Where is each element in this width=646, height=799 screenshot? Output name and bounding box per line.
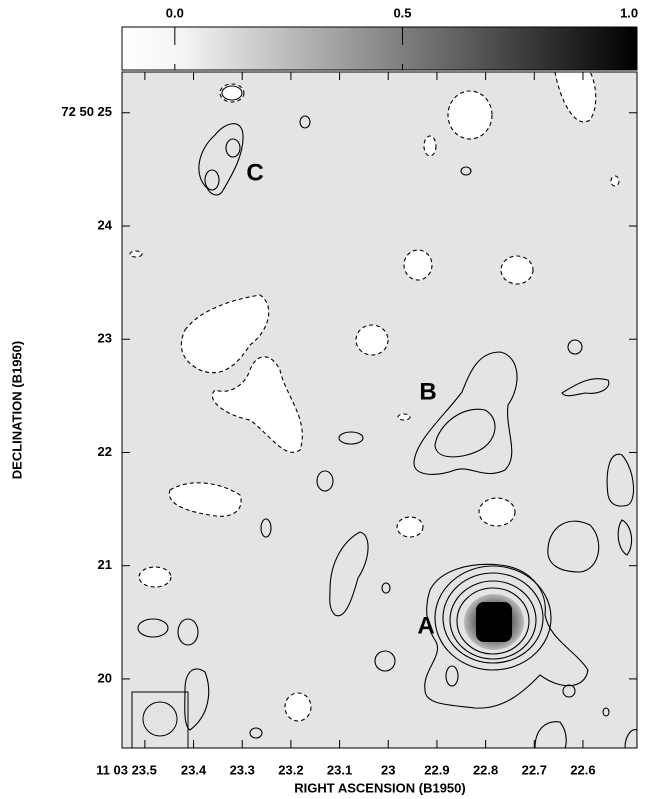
colorbar [122,27,637,70]
y-axis-label: DECLINATION (B1950) [9,341,24,479]
x-tick-label: 22.9 [424,762,449,777]
y-tick-label: 23 [98,331,112,346]
x-axis-label: RIGHT ASCENSION (B1950) [294,780,465,795]
x-tick-label: 23.2 [278,762,303,777]
annotation: C [246,159,263,186]
y-tick-label: 20 [98,670,112,685]
annotation: B [419,378,436,405]
y-tick-label: 21 [98,557,112,572]
x-tick-label: 23.1 [327,762,352,777]
x-tick-label: 22.7 [522,762,547,777]
x-tick-label: 22.8 [473,762,498,777]
map [122,72,637,748]
y-tick-label: 22 [98,444,112,459]
annotation: A [417,612,434,639]
x-tick-label: 23.4 [181,762,207,777]
y-tick-label: 24 [98,217,113,232]
x-tick-label: 11 03 23.5 [96,762,157,777]
colorbar-tick-label: 0.0 [166,5,184,20]
x-tick-label: 23 [381,762,395,777]
colorbar-tick-label: 0.5 [393,5,411,20]
x-tick-label: 22.6 [570,762,595,777]
y-tick-label: 72 50 25 [61,104,112,119]
chart: A B C RIGHT ASCENSION (B1950) DECLINATIO… [0,0,646,799]
x-tick-label: 23.3 [230,762,255,777]
colorbar-tick-label: 1.0 [620,5,638,20]
